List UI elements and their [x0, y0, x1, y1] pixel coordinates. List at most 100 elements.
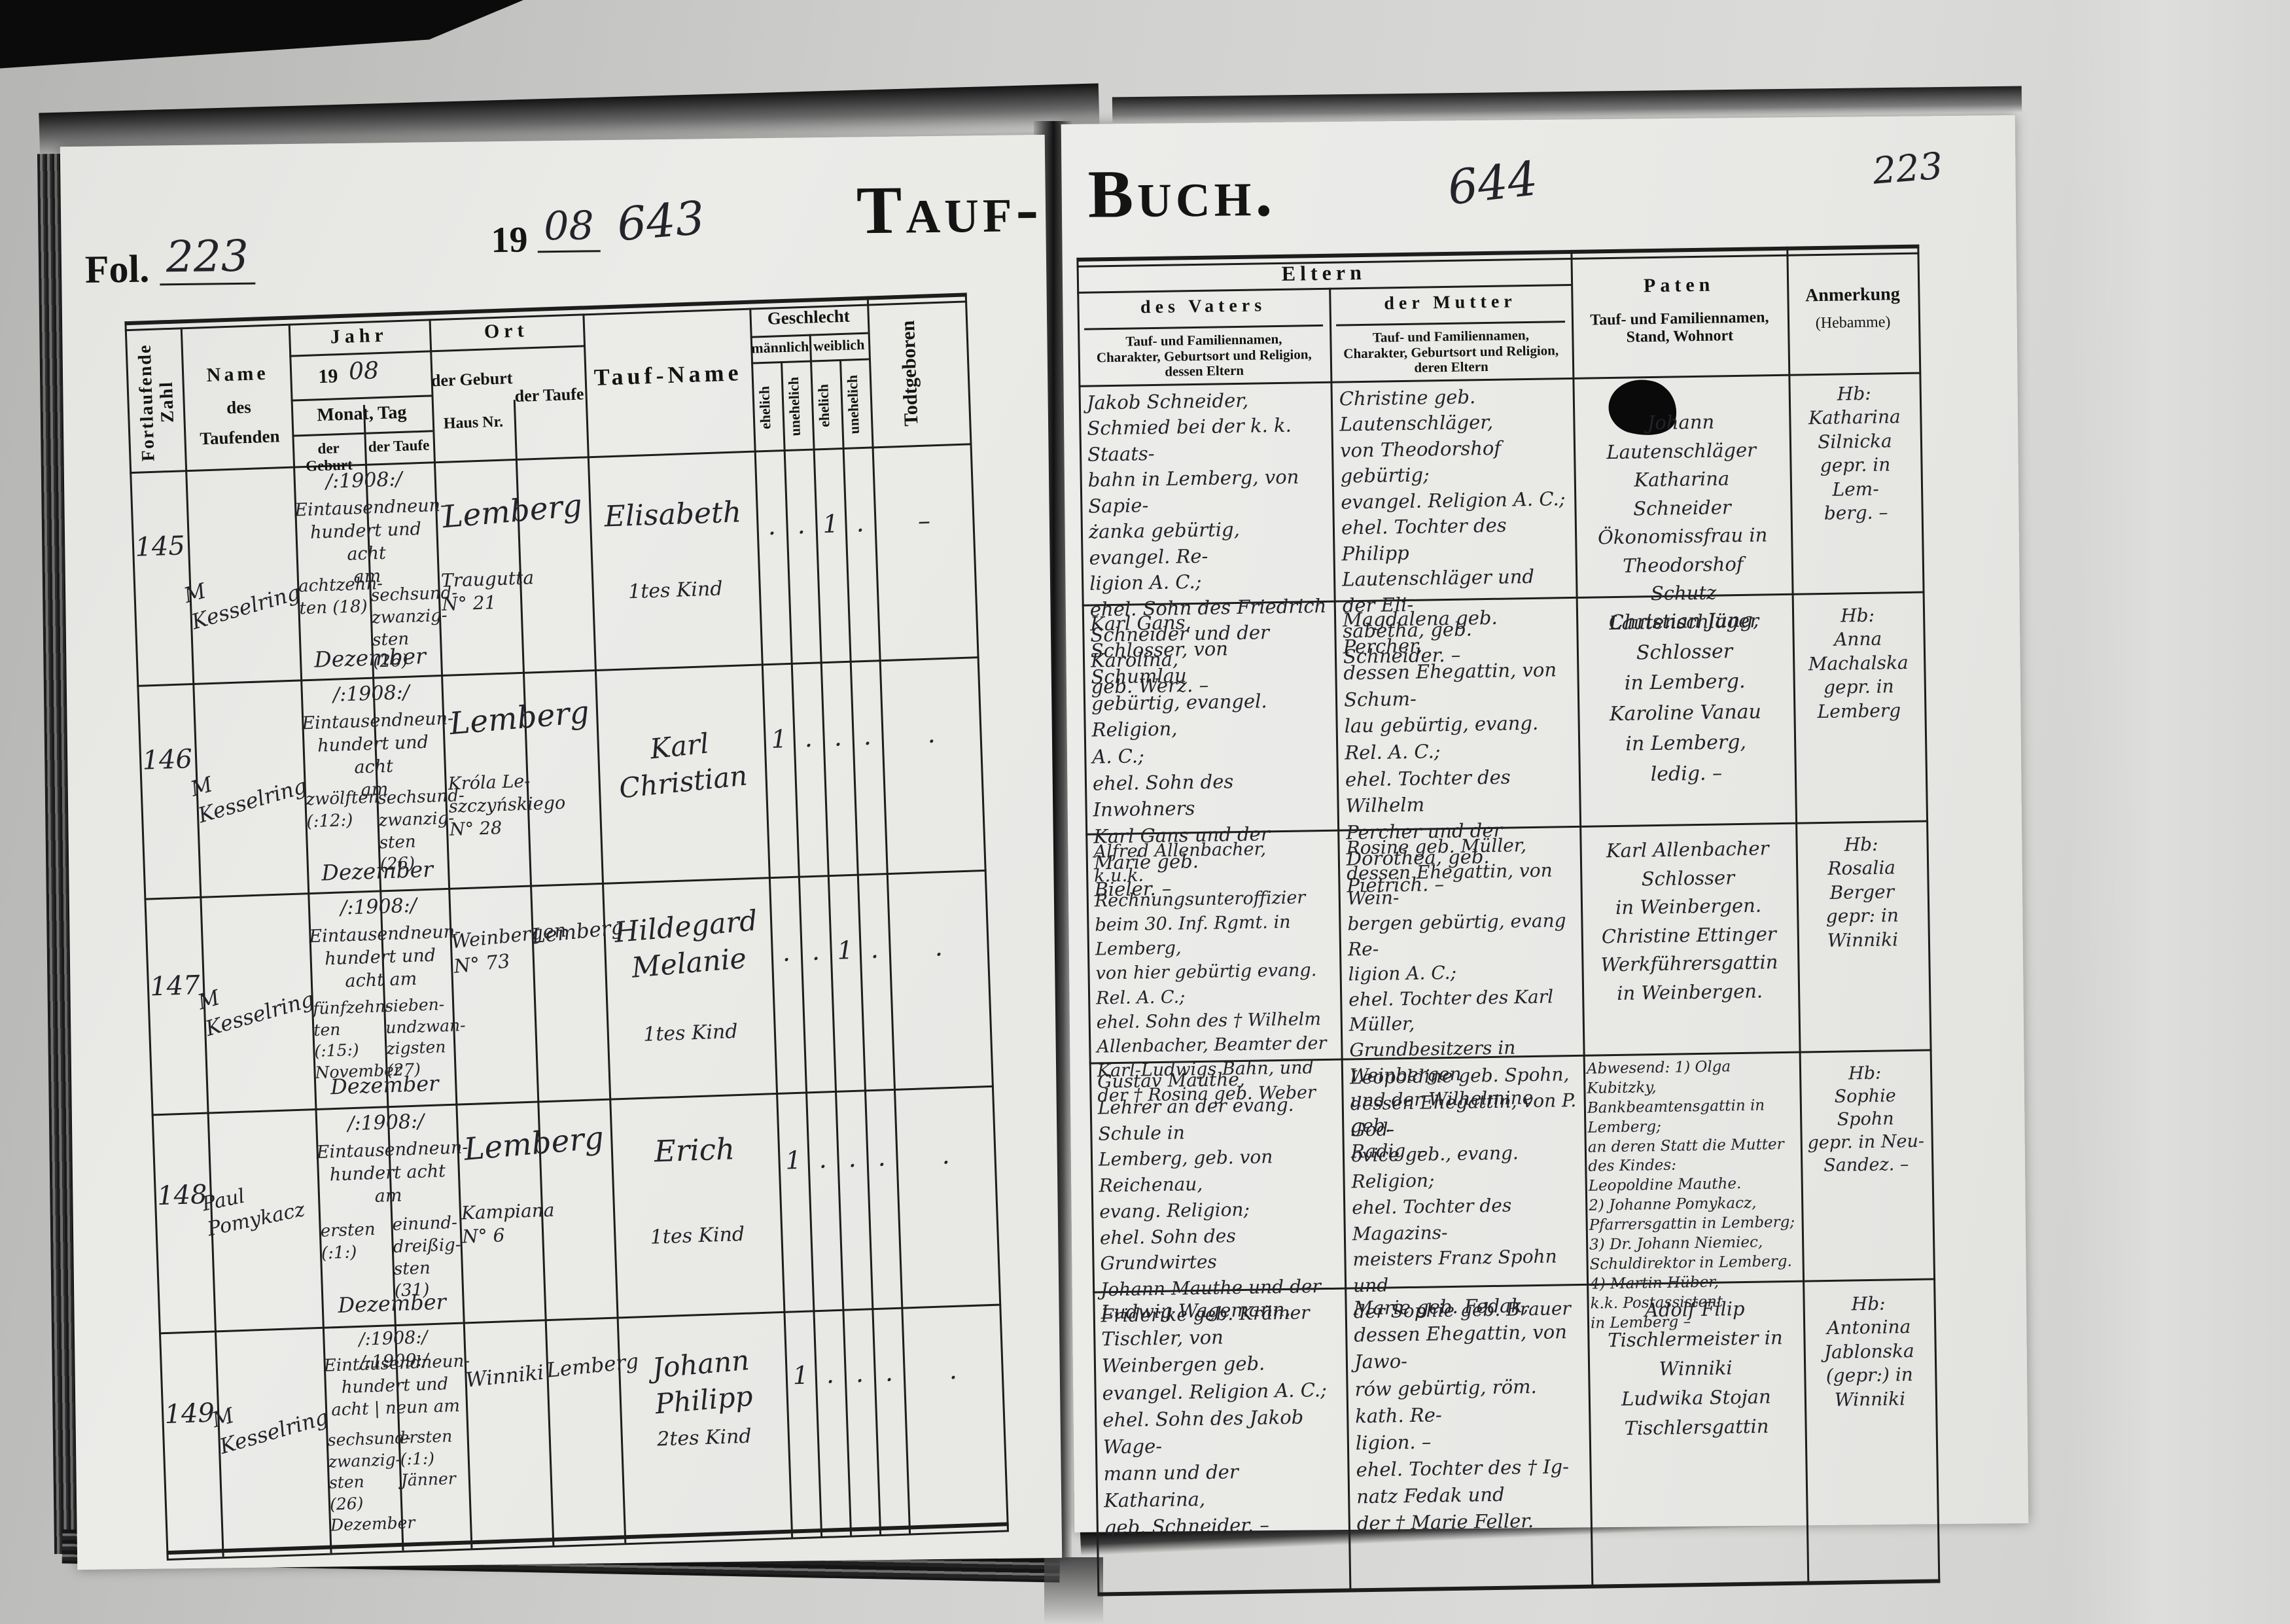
- col-anmerkung-sub: (Hebamme): [1815, 313, 1891, 332]
- taufname: Johann Philipp: [651, 1343, 754, 1420]
- table-row: 146 M Kesselring /:1908:/ Eintausendneun…: [137, 656, 986, 898]
- geburt-tag: fünfzehn- ten (:15:) November: [312, 996, 402, 1082]
- col-jahr-year-printed: 19: [317, 365, 338, 388]
- ort-geburt: Winniki: [465, 1360, 545, 1392]
- vater-entry: Ludwig Wagemann, Tischler, von Weinberge…: [1101, 1297, 1328, 1539]
- taufender-signature: M Kesselring: [187, 771, 309, 828]
- anmerkung-entry: Hb: Sophie Spohn gepr. in Neu- Sandez. –: [1807, 1063, 1925, 1176]
- row-number: 149: [164, 1398, 215, 1430]
- jahr-text: Eintausendneun- hundert und acht | neun …: [323, 1351, 470, 1421]
- mark-todtgeboren: .: [926, 719, 936, 749]
- col-fortlaufende-zahl: Fortlaufende Zahl: [134, 343, 179, 462]
- col-der-mutter: der Mutter: [1384, 291, 1517, 314]
- col-todtgeboren: Todtgeboren: [897, 320, 923, 427]
- mark-m-ehelich: .: [767, 511, 777, 540]
- fol-label: Fol.: [84, 247, 150, 291]
- paten-entry: Adolf Filip Tischlermeister in Winniki L…: [1607, 1297, 1783, 1439]
- anmerkung-entry: Hb: Anna Machalska gepr. in Lemberg: [1808, 604, 1909, 722]
- ort-span: Lemberg: [441, 487, 584, 536]
- mark-m-unehelich: .: [825, 1360, 835, 1389]
- col-maennlich: männlich: [750, 338, 809, 357]
- mark-m-unehelich: .: [796, 510, 806, 540]
- monat: Dezember: [321, 856, 434, 886]
- anmerkung-entry: Hb: Rosalia Berger gepr: in Winniki: [1825, 833, 1899, 951]
- table-row: Gustav Mauthe, Lehrer an der evang. Schu…: [1089, 1049, 1935, 1332]
- scanbed-strip-right: [2068, 0, 2290, 1624]
- taufname: Karl Christian: [617, 727, 749, 805]
- kind-note: 1tes Kind: [627, 577, 724, 604]
- col-ort-der-geburt: der Geburt: [431, 368, 513, 391]
- jahr-head: /:1908:/: [332, 680, 410, 707]
- mark-todtgeboren: .: [941, 1140, 951, 1170]
- table-row: Karl Gans, Schlosser, von Schumlau gebür…: [1082, 591, 1928, 901]
- ort-addr: [455, 983, 540, 985]
- mark-m-ehelich: 1: [784, 1145, 802, 1175]
- taufname: Elisabeth: [603, 495, 742, 534]
- paten-entry: Karl Allenbacher Schlosser in Weinbergen…: [1600, 837, 1778, 1004]
- mark-m-unehelich: .: [818, 1144, 828, 1174]
- taufname: Erich: [654, 1131, 735, 1169]
- col-paten-sub: Tauf- und Familiennamen, Stand, Wohnort: [1590, 309, 1769, 346]
- folio-number-handwritten: 223: [1871, 145, 1945, 193]
- kind-note: 1tes Kind: [643, 1019, 739, 1046]
- mark-w-unehelich: .: [862, 721, 872, 751]
- table-row: 147 M Kesselring /:1908:/ Eintausendneun…: [144, 870, 993, 1114]
- page-title-tauf: Tauf-: [856, 170, 1043, 249]
- col-jahr: Jahr: [330, 324, 389, 348]
- mark-todtgeboren: .: [948, 1355, 958, 1385]
- jahr-text: Eintausendneun- hundert acht am: [316, 1137, 468, 1207]
- kind-note: 1tes Kind: [650, 1222, 745, 1249]
- col-jahr-der-taufe: der Taufe: [368, 436, 430, 455]
- ort-addr: Traugutta N° 21: [440, 567, 535, 616]
- taufname: Hildegard Melanie: [612, 904, 759, 985]
- table-row: 148 Paul Pomykacz /:1908:/ Eintausendneu…: [152, 1086, 1002, 1333]
- geburt-tag: sechsund- zwanzig- sten (26) Dezember: [327, 1428, 415, 1535]
- ort-taufe: Lemberg: [545, 1349, 640, 1383]
- left-page: Fol. 223 19 08 643 Tauf-: [60, 134, 1063, 1570]
- table-row: 149 M Kesselring /:1908:/ /:1909:/ Einta…: [159, 1304, 1009, 1551]
- taufender-signature: Paul Pomykacz: [200, 1184, 307, 1241]
- table-row: Alfred Allenbacher, k.u.k. Rechnungsunte…: [1085, 820, 1931, 1162]
- col-name-l2: des: [226, 397, 252, 417]
- anmerkung-entry: Hb: Katharina Silnicka gepr. in Lem- ber…: [1808, 382, 1901, 524]
- mark-w-ehelich: .: [833, 722, 843, 752]
- gutter-drip-shadow: [1044, 1557, 1103, 1624]
- col-ort-der-taufe: der Taufe: [514, 384, 584, 406]
- col-w-ehelich: ehelich: [815, 383, 833, 428]
- mark-m-ehelich: 1: [792, 1360, 809, 1390]
- geburt-tag: ersten (:1:): [320, 1220, 376, 1263]
- col-vater-sub: Tauf- und Familiennamen, Charakter, Gebu…: [1096, 330, 1312, 380]
- col-taufname: Tauf-Name: [593, 359, 743, 391]
- table-row: 145 M Kesselring /:1908:/ Eintausendneun…: [130, 443, 979, 685]
- col-geschlecht: Geschlecht: [767, 306, 851, 328]
- fol-number-handwritten: 223: [159, 228, 256, 286]
- col-w-unehelich: unehelich: [843, 374, 862, 435]
- table-row: Ludwig Wagemann, Tischler, von Weinberge…: [1093, 1278, 1940, 1592]
- monat: Dezember: [313, 643, 427, 673]
- taufender-signature: M Kesselring: [195, 985, 317, 1041]
- jahr-head: /:1908:/: [325, 467, 403, 493]
- taufe-tag: sieben- undzwan- zigsten (27): [384, 995, 466, 1080]
- mark-m-unehelich: .: [803, 723, 813, 753]
- mark-w-ehelich: 1: [822, 509, 839, 539]
- paten-entry: Christian Jung, Schlosser in Lemberg. Ka…: [1608, 609, 1762, 786]
- col-weiblich: weiblich: [813, 336, 865, 355]
- year-printed: 19: [491, 219, 528, 261]
- year-handwritten: 08: [537, 200, 601, 253]
- mark-m-unehelich: .: [811, 936, 820, 966]
- ort-span: [464, 1343, 618, 1348]
- mark-w-unehelich: .: [870, 934, 879, 964]
- ort-span: [449, 909, 603, 914]
- scan-shadow-topleft: [0, 0, 523, 69]
- col-m-unehelich: unehelich: [784, 376, 803, 437]
- monat: Dezember: [337, 1289, 447, 1318]
- ort-geburt: Weinbergen N° 73: [449, 919, 568, 978]
- ort-addr: Kampiana N° 6: [461, 1199, 555, 1248]
- mark-todtgeboren: –: [917, 506, 931, 536]
- ort-addr: [470, 1417, 555, 1420]
- taufender-signature: M Kesselring: [181, 578, 303, 635]
- jahr-text: Eintausendneun- hundert und acht am: [308, 921, 461, 992]
- row-number: 147: [149, 970, 201, 1002]
- ort-addr: Króla Le- szczyńskiego N° 28: [448, 771, 566, 840]
- col-ort-haus-nr: Haus Nr.: [443, 413, 504, 432]
